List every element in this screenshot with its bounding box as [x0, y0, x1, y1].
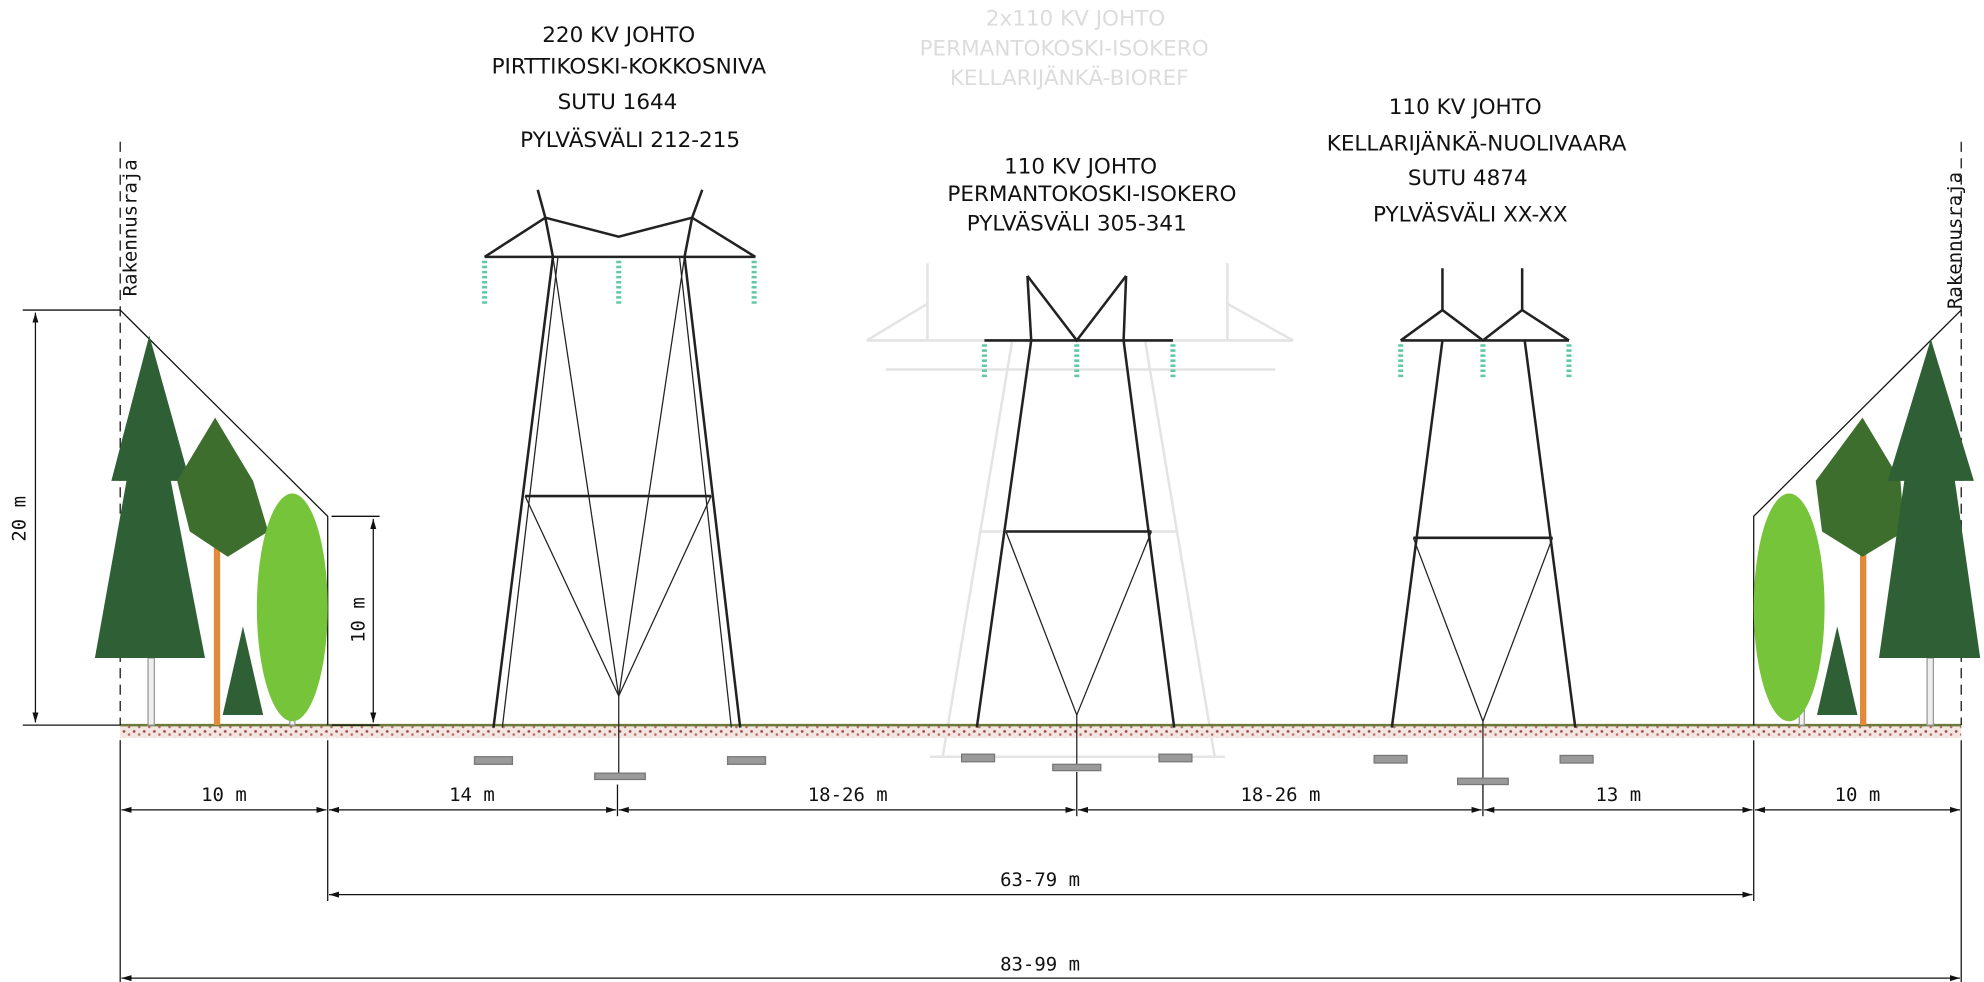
- tower-label: KELLARIJÄNKÄ-NUOLIVAARA: [1327, 131, 1627, 157]
- tower-part: [595, 773, 646, 779]
- tower-part-part: [1124, 340, 1175, 727]
- tower-label: SUTU 4874: [1408, 166, 1528, 191]
- tower: [962, 276, 1192, 771]
- ground-part: [120, 725, 1961, 738]
- tower-label: KELLARIJÄNKÄ-BIOREF: [950, 65, 1189, 91]
- tower-label: 2x110 KV JOHTO: [986, 6, 1165, 31]
- tower-label: PERMANTOKOSKI-ISOKERO: [920, 37, 1209, 62]
- ghost-tower-part: [1145, 340, 1215, 756]
- tower-part-part: [1442, 268, 1522, 340]
- tower-part-part: [1392, 340, 1443, 727]
- height-label: 10 m: [347, 597, 369, 643]
- tower-part-part: [1027, 276, 1031, 341]
- tower-label: PYLVÄSVÄLI 212-215: [520, 127, 740, 153]
- tower-part-part: [1522, 310, 1569, 340]
- tower-part-part: [977, 340, 1031, 727]
- tower-label: PYLVÄSVÄLI 305-341: [967, 210, 1187, 236]
- total-label: 63-79 m: [1000, 869, 1080, 891]
- ghost-tower-part: [867, 304, 928, 341]
- boundary-label: Rakennusraja: [120, 159, 142, 296]
- tower-part: [962, 754, 995, 762]
- tower-part: [1374, 755, 1407, 763]
- tower-part-part: [685, 218, 741, 728]
- dimension-label: 14 m: [449, 784, 495, 806]
- tower-part-part: [525, 496, 711, 696]
- dimension-label: 13 m: [1595, 784, 1641, 806]
- tower-part: [1458, 778, 1509, 784]
- tower-label: SUTU 1644: [558, 90, 678, 115]
- tower-part: [728, 757, 766, 765]
- boundary-label: Rakennusraja: [1944, 172, 1966, 309]
- trees-part: [177, 418, 268, 557]
- tower-label: PERMANTOKOSKI-ISOKERO: [947, 182, 1236, 207]
- tower-part-part: [1401, 310, 1443, 340]
- tower-part-part: [619, 257, 685, 696]
- tower-part-part: [553, 257, 619, 696]
- trees-part: [257, 494, 328, 722]
- tower-part-part: [1413, 538, 1552, 721]
- tower-label: PYLVÄSVÄLI XX-XX: [1373, 201, 1568, 227]
- tower-label: 110 KV JOHTO: [1389, 95, 1542, 120]
- dimension-label: 10 m: [201, 784, 247, 806]
- tower-label: 110 KV JOHTO: [1004, 154, 1157, 179]
- tower-part-part: [502, 257, 558, 728]
- tower-part-part: [692, 190, 702, 218]
- trees-part: [148, 658, 154, 725]
- tower-part-part: [538, 190, 546, 218]
- tower: [474, 190, 765, 780]
- dimension-lines: [120, 740, 1961, 982]
- dimension-label: 18-26 m: [808, 784, 888, 806]
- tower-part: [1159, 754, 1192, 762]
- trees-part: [1816, 418, 1905, 557]
- tower-label: PIRTTIKOSKI-KOKKOSNIVA: [492, 54, 767, 79]
- dimension-label: 18-26 m: [1241, 784, 1321, 806]
- tower-label: 220 KV JOHTO: [542, 23, 695, 48]
- tower-part-part: [1525, 340, 1576, 727]
- tower-part: [1053, 764, 1101, 770]
- tower-part-part: [679, 257, 731, 728]
- tower-part: [474, 757, 512, 765]
- tower-part-part: [485, 218, 756, 257]
- total-label: 83-99 m: [1000, 954, 1080, 976]
- ground: [120, 725, 1961, 738]
- height-label: 20 m: [8, 496, 30, 542]
- diagram: Rakennusraja Rakennusraja: [0, 0, 1984, 982]
- tower-part-part: [1124, 276, 1127, 341]
- tower-part-part: [1027, 276, 1126, 341]
- tower-part: [1560, 755, 1593, 763]
- tower-part-part: [493, 218, 552, 728]
- tower: [1374, 268, 1593, 784]
- tower-part-part: [1006, 531, 1152, 714]
- dimension-label: 10 m: [1835, 784, 1881, 806]
- ghost-tower-part: [1227, 304, 1293, 341]
- trees-part: [1927, 658, 1933, 725]
- trees-part: [1754, 494, 1825, 722]
- trees-part: [223, 626, 263, 715]
